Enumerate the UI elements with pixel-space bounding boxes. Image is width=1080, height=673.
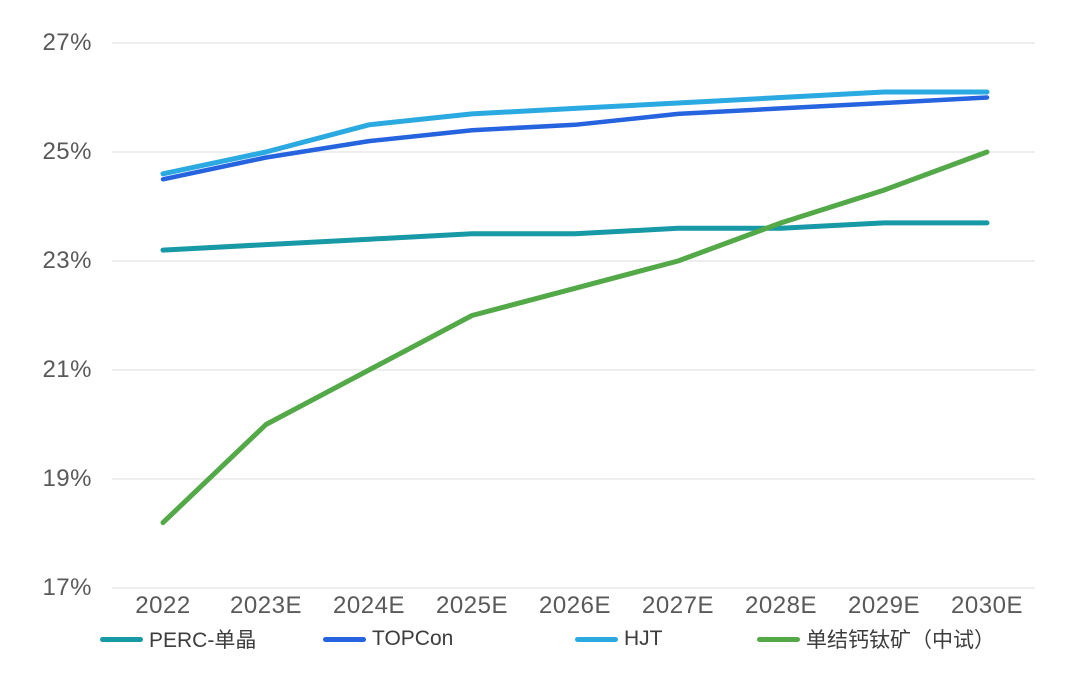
series-line-TOPCon bbox=[160, 95, 990, 182]
series-line-单结钙钛矿（中试） bbox=[160, 149, 990, 526]
x-tick-label-2030E: 2030E bbox=[951, 592, 1023, 619]
x-tick-label-2022: 2022 bbox=[135, 592, 191, 619]
legend-item-单结钙钛矿（中试）: 单结钙钛矿（中试） bbox=[757, 626, 995, 652]
x-tick-label-2027E: 2027E bbox=[642, 592, 714, 619]
y-tick-label-17%: 17% bbox=[42, 574, 92, 601]
y-tick-label-27%: 27% bbox=[42, 29, 92, 56]
x-tick-label-2028E: 2028E bbox=[745, 592, 817, 619]
legend-label-PERC-单晶: PERC-单晶 bbox=[149, 629, 257, 652]
legend-label-HJT: HJT bbox=[624, 627, 663, 650]
legend-label-TOPCon: TOPCon bbox=[372, 627, 454, 650]
legend-item-PERC-单晶: PERC-单晶 bbox=[100, 626, 256, 652]
x-tick-label-2023E: 2023E bbox=[230, 592, 302, 619]
legend-item-HJT: HJT bbox=[575, 626, 663, 652]
legend-swatch-icon bbox=[100, 636, 143, 642]
legend-label-单结钙钛矿（中试）: 单结钙钛矿（中试） bbox=[806, 629, 995, 652]
legend-swatch-icon bbox=[757, 636, 800, 642]
legend-item-TOPCon: TOPCon bbox=[323, 626, 453, 652]
legend-swatch-icon bbox=[323, 636, 366, 642]
y-tick-label-21%: 21% bbox=[42, 356, 92, 383]
legend-swatch-icon bbox=[575, 636, 618, 642]
x-tick-label-2025E: 2025E bbox=[436, 592, 508, 619]
x-tick-label-2024E: 2024E bbox=[333, 592, 405, 619]
x-tick-label-2026E: 2026E bbox=[539, 592, 611, 619]
y-tick-label-19%: 19% bbox=[42, 465, 92, 492]
series-line-HJT bbox=[160, 89, 990, 177]
series-line-PERC-单晶 bbox=[160, 220, 990, 253]
y-tick-label-23%: 23% bbox=[42, 247, 92, 274]
x-tick-label-2029E: 2029E bbox=[848, 592, 920, 619]
y-tick-label-25%: 25% bbox=[42, 138, 92, 165]
